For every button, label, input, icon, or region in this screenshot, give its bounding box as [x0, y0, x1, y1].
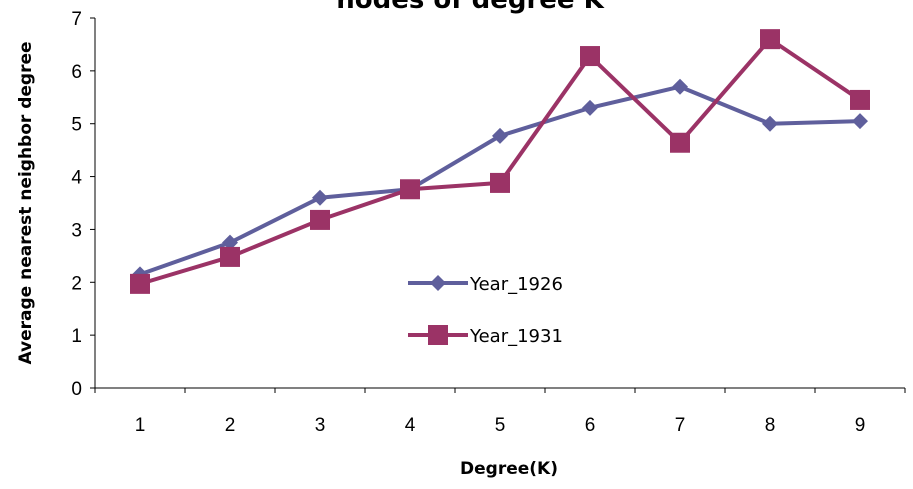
series-line	[139, 37, 862, 286]
x-tick-label: 7	[675, 415, 686, 436]
data-point	[852, 113, 868, 130]
x-tick-label: 9	[855, 415, 866, 436]
x-tick-label: 3	[315, 415, 326, 436]
series-layer	[130, 29, 870, 294]
legend-item: Year_1931	[408, 325, 563, 347]
y-tick-label: 3	[71, 220, 82, 241]
series-year_1926	[132, 78, 868, 283]
legend-marker	[428, 325, 448, 345]
data-point	[582, 99, 598, 116]
x-tick-label: 8	[765, 415, 776, 436]
data-point	[220, 246, 240, 267]
series-year_1931	[130, 29, 870, 294]
y-axis: 0 1 2 3 4 5 6 7	[71, 9, 96, 400]
data-point	[492, 127, 508, 144]
data-point	[310, 209, 330, 230]
x-tick-label: 6	[585, 415, 596, 436]
title: nodes of degree K	[336, 0, 604, 15]
y-tick-label: 6	[71, 62, 82, 83]
chart-title: nodes of degree K	[336, 0, 604, 15]
x-axis: 1 2 3 4 5 6 7 8 9	[94, 387, 906, 436]
y-tick-label: 2	[71, 273, 82, 294]
data-point	[222, 234, 238, 251]
data-point	[672, 78, 688, 95]
y-tick-label: 7	[71, 9, 82, 30]
x-tick-label: 2	[225, 415, 236, 436]
legend-marker	[430, 275, 446, 291]
data-point	[400, 179, 420, 200]
x-axis-title: Degree(K)	[460, 459, 558, 479]
legend-label: Year_1926	[469, 274, 563, 295]
data-point	[850, 89, 870, 110]
y-tick-label: 0	[71, 379, 82, 400]
data-point	[580, 46, 600, 67]
data-point	[312, 189, 328, 206]
x-tick-label: 4	[405, 415, 416, 436]
data-point	[490, 172, 510, 193]
x-tick-label: 5	[495, 415, 506, 436]
y-axis-title: Average nearest neighbor degree	[16, 41, 36, 364]
y-tick-label: 1	[71, 326, 82, 347]
legend-label: Year_1931	[469, 326, 563, 347]
data-point	[670, 132, 690, 153]
y-tick-label: 5	[71, 115, 82, 136]
data-point	[760, 29, 780, 50]
data-point	[130, 273, 150, 294]
data-point	[762, 115, 778, 132]
x-tick-label: 1	[135, 415, 146, 436]
legend-item: Year_1926	[408, 274, 563, 295]
legend: Year_1926 Year_1931	[408, 274, 563, 347]
y-tick-label: 4	[71, 168, 82, 189]
